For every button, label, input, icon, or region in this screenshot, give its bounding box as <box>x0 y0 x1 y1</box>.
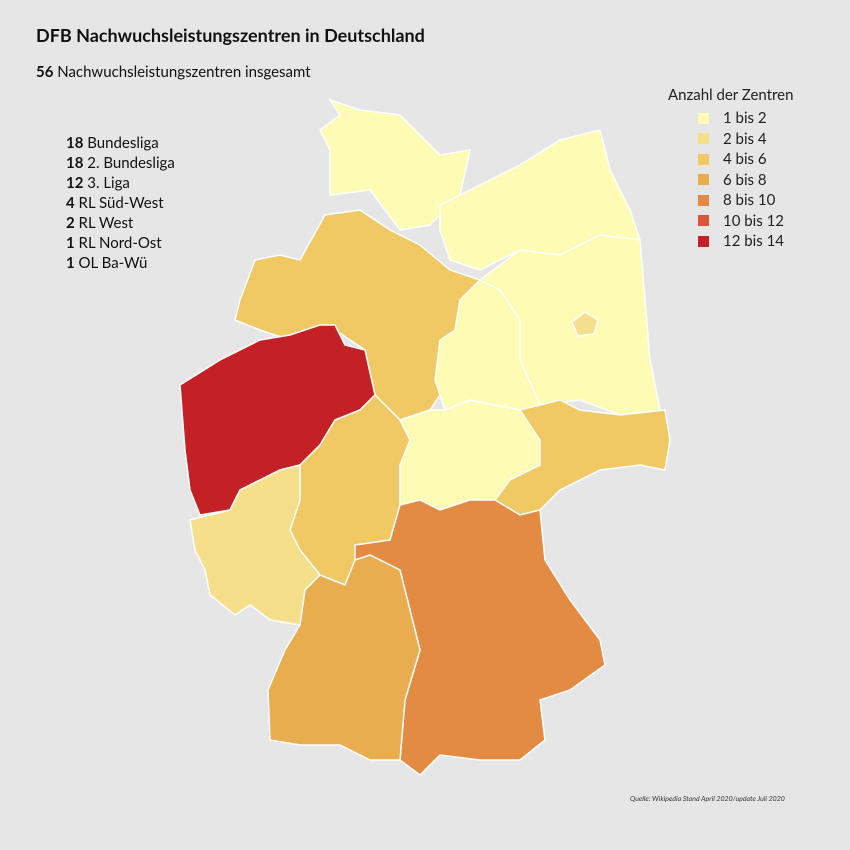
league-label: Bundesliga <box>87 134 159 152</box>
league-count: 4 <box>66 194 75 212</box>
league-label: RL Nord-Ost <box>78 234 162 252</box>
league-row: 1 OL Ba-Wü <box>66 253 175 273</box>
legend-label: 4 bis 6 <box>723 150 767 169</box>
league-label: RL Süd-West <box>78 194 164 212</box>
league-list: 18 Bundesliga 18 2. Bundesliga 12 3. Liga 4… <box>66 133 175 273</box>
league-row: 1 RL Nord-Ost <box>66 233 175 253</box>
league-count: 12 <box>66 174 84 192</box>
league-count: 2 <box>66 214 75 232</box>
legend-label: 1 bis 2 <box>723 109 767 128</box>
league-row: 18 Bundesliga <box>66 133 175 153</box>
legend-label: 6 bis 8 <box>723 170 767 189</box>
league-label: 3. Liga <box>87 174 130 192</box>
league-count: 18 <box>66 134 84 152</box>
title: DFB Nachwuchsleistungszentren in Deutsch… <box>36 24 425 46</box>
legend-swatch <box>698 174 709 186</box>
sachsen <box>493 399 671 516</box>
legend-swatch <box>698 194 709 206</box>
league-label: RL West <box>78 214 134 232</box>
legend-item: 12 bis 14 <box>668 231 793 252</box>
legend-label: 2 bis 4 <box>723 129 767 148</box>
schleswig-holstein <box>319 98 471 231</box>
legend-item: 10 bis 12 <box>668 211 793 232</box>
source: Quelle: Wikipedia Stand April 2020/updat… <box>630 795 785 803</box>
league-row: 12 3. Liga <box>66 173 175 193</box>
legend-swatch <box>698 235 709 247</box>
legend-swatch <box>698 133 709 145</box>
legend-swatch <box>698 153 709 165</box>
subtitle: 56 Nachwuchsleistungszentren insgesamt <box>36 63 311 81</box>
legend-item: 6 bis 8 <box>668 170 793 191</box>
league-count: 1 <box>66 254 75 272</box>
subtitle-text: Nachwuchsleistungszentren insgesamt <box>57 63 311 81</box>
league-label: OL Ba-Wü <box>78 254 148 272</box>
total-count: 56 <box>36 63 54 81</box>
legend-title: Anzahl der Zentren <box>668 86 794 104</box>
league-count: 1 <box>66 234 75 252</box>
league-row: 4 RL Süd-West <box>66 193 175 213</box>
legend-item: 8 bis 10 <box>668 190 793 211</box>
legend-label: 10 bis 12 <box>723 211 784 230</box>
league-label: 2. Bundesliga <box>87 154 175 172</box>
legend-label: 12 bis 14 <box>723 232 784 251</box>
league-count: 18 <box>66 154 84 172</box>
legend-item: 2 bis 4 <box>668 129 793 150</box>
league-row: 18 2. Bundesliga <box>66 153 175 173</box>
baden-wuerttemberg <box>267 554 421 761</box>
berlin <box>571 311 599 337</box>
legend-swatch <box>698 215 709 227</box>
league-row: 2 RL West <box>66 213 175 233</box>
legend-item: 1 bis 2 <box>668 108 793 129</box>
legend-label: 8 bis 10 <box>723 191 776 210</box>
legend-item: 4 bis 6 <box>668 149 793 170</box>
legend-swatch <box>698 112 709 124</box>
